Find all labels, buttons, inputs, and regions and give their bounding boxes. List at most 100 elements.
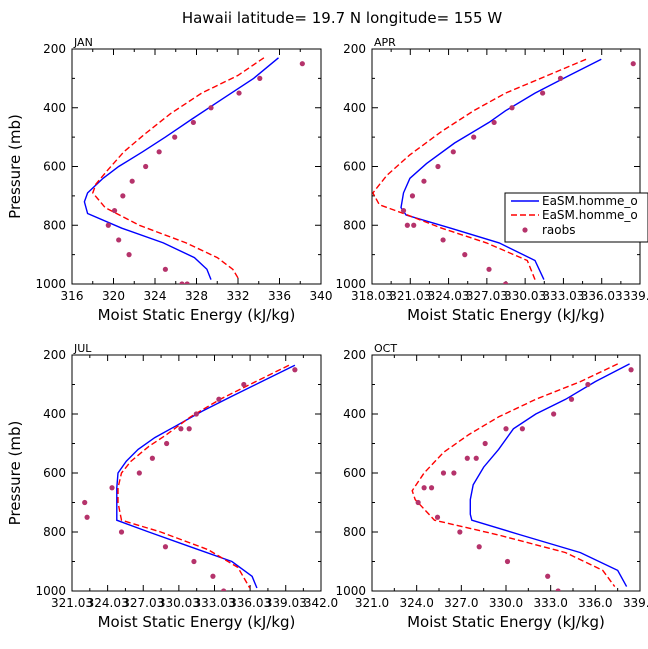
raobs-point: [109, 485, 115, 491]
raobs-point: [221, 588, 227, 591]
raobs-point: [208, 105, 214, 111]
x-tick-label: 321.03: [389, 289, 431, 303]
y-tick-label: 200: [43, 348, 66, 362]
x-axis-label: Moist Static Energy (kJ/kg): [407, 306, 605, 324]
legend-entry: raobs: [542, 223, 576, 237]
x-tick-label: 324.03: [428, 289, 470, 303]
raobs-point: [457, 529, 463, 535]
y-tick-label: 200: [343, 348, 366, 362]
y-tick-label: 600: [343, 160, 366, 174]
raobs-point: [462, 252, 468, 258]
raobs-point: [450, 149, 456, 155]
raobs-point: [162, 544, 169, 550]
x-tick-label: 320: [102, 289, 125, 303]
series-group: [411, 363, 634, 591]
raobs-point: [191, 558, 197, 565]
raobs-point: [440, 237, 446, 243]
raobs-point: [503, 281, 509, 284]
raobs-point: [555, 588, 561, 591]
raobs-point: [551, 411, 557, 417]
raobs-point: [126, 252, 132, 258]
raobs-point: [193, 411, 199, 417]
raobs-point: [557, 75, 564, 81]
y-tick-label: 400: [43, 101, 66, 115]
x-tick-label: 333.0: [533, 596, 567, 610]
raobs-point: [476, 544, 482, 550]
raobs-point: [464, 455, 470, 461]
y-tick-label: 1000: [335, 277, 366, 291]
x-tick-label: 340: [310, 289, 333, 303]
x-tick-label: 336: [268, 289, 291, 303]
raobs-point: [540, 90, 546, 96]
series-group: [83, 57, 305, 284]
legend-entry: EaSM.homme_o: [542, 194, 638, 208]
raobs-point: [84, 514, 90, 520]
raobs-point: [143, 163, 149, 170]
raobs-point: [190, 119, 196, 126]
x-tick-label: 339.0: [623, 289, 648, 303]
raobs-point: [473, 455, 479, 461]
series-line-dashed: [117, 364, 290, 589]
x-tick-label: 330.03: [158, 596, 200, 610]
panel-label: JUL: [73, 342, 92, 355]
raobs-point: [482, 440, 488, 447]
x-tick-label: 339.0: [623, 596, 648, 610]
plot-frame: [71, 48, 322, 285]
raobs-point: [568, 396, 575, 402]
x-axis-label: Moist Static Energy (kJ/kg): [98, 613, 296, 631]
raobs-point: [172, 134, 178, 140]
series-line-dashed: [92, 57, 265, 280]
raobs-point: [164, 440, 170, 447]
raobs-point: [118, 529, 125, 535]
x-tick-label: 339.03: [265, 596, 307, 610]
raobs-point: [400, 207, 407, 214]
raobs-point: [471, 134, 477, 140]
raobs-point: [178, 426, 184, 432]
x-tick-label: 333.03: [542, 289, 584, 303]
y-tick-label: 800: [43, 525, 66, 539]
y-tick-label: 600: [43, 160, 66, 174]
raobs-point: [136, 470, 142, 476]
raobs-point: [129, 178, 135, 184]
series-line-dashed: [372, 58, 587, 280]
chart-title: Hawaii latitude= 19.7 N longitude= 155 W: [182, 9, 502, 27]
x-tick-label: 333.03: [193, 596, 235, 610]
raobs-point: [179, 281, 185, 284]
series-line-solid: [116, 364, 296, 589]
y-tick-label: 1000: [35, 584, 66, 598]
raobs-point: [628, 367, 634, 373]
plot-frame: [71, 354, 322, 592]
series-line-solid: [469, 363, 630, 587]
x-tick-label: 328: [185, 289, 208, 303]
x-tick-label: 327.03: [466, 289, 508, 303]
raobs-point: [257, 75, 263, 81]
x-tick-label: 336.03: [581, 289, 623, 303]
raobs-point: [509, 105, 515, 111]
panel-label: JAN: [73, 36, 93, 49]
raobs-point: [503, 426, 509, 432]
y-tick-label: 400: [343, 101, 366, 115]
y-tick-label: 800: [343, 218, 366, 232]
y-tick-label: 1000: [335, 584, 366, 598]
y-tick-label: 800: [343, 525, 366, 539]
raobs-point: [162, 266, 168, 272]
raobs-point: [404, 222, 410, 228]
series-line-solid: [400, 58, 602, 280]
y-tick-label: 1000: [35, 277, 66, 291]
raobs-point: [630, 61, 636, 67]
panel-label: APR: [374, 36, 396, 49]
raobs-point: [149, 455, 155, 461]
y-tick-label: 600: [43, 466, 66, 480]
raobs-point: [415, 499, 421, 506]
y-tick-label: 400: [43, 407, 66, 421]
x-tick-label: 321.03: [51, 596, 93, 610]
x-tick-label: 342.0: [304, 596, 338, 610]
raobs-point: [409, 193, 416, 199]
x-tick-label: 324.0: [399, 596, 433, 610]
raobs-point: [105, 222, 111, 228]
panel-apr: APR 200 400 600 800 1000318.03321.03324.03327…: [335, 36, 648, 324]
